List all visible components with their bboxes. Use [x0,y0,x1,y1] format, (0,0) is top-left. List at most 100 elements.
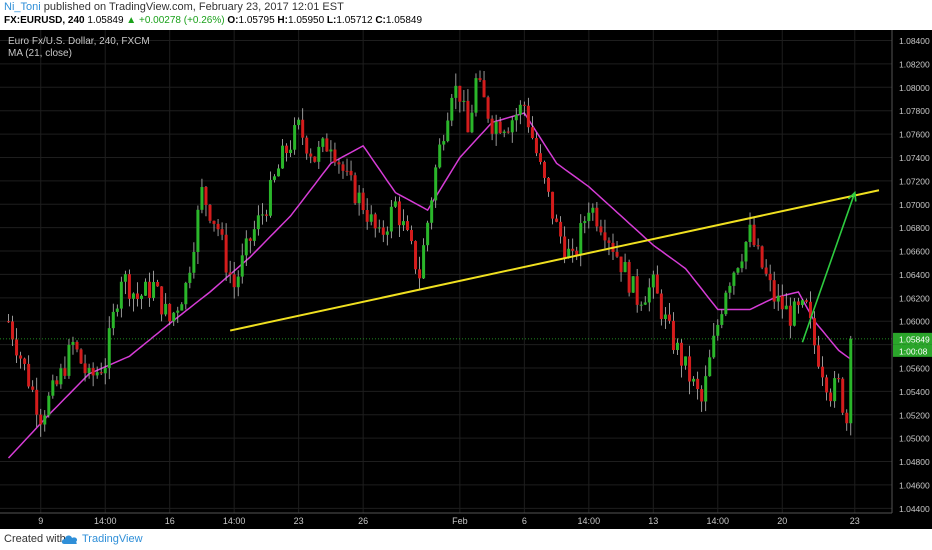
close-value: 1.05849 [385,15,423,26]
time-axis [0,513,932,529]
candle-body [224,234,228,273]
low-value: 1.05712 [336,15,373,26]
candle-body [99,372,103,374]
price-tick-label: 1.08000 [899,83,930,93]
candle [240,243,244,284]
candle-body [23,358,27,364]
candle-body [780,295,784,310]
candle [688,345,692,395]
candle-body [204,186,208,205]
candle-body [583,221,587,224]
candle [696,371,700,400]
candle-body [176,310,180,313]
time-tick-label: 13 [648,516,658,526]
candle-body [345,170,349,172]
candle-body [418,269,422,279]
price-chart[interactable]: 1.08400 1.08200 1.08000 1.07800 1.07600 1.074… [0,30,932,529]
candle-body [365,210,369,222]
candle [732,271,736,295]
chart-legend: Euro Fx/U.S. Dollar, 240, FXCM MA (21, c… [8,36,150,60]
candle-body [506,131,510,133]
candle [567,238,571,259]
candle-body [216,223,220,230]
candle [297,117,301,130]
candle [256,205,260,236]
time-tick-label: 26 [358,516,368,526]
candle [780,284,784,319]
candle [454,73,458,110]
price-tick-label: 1.08200 [899,59,930,69]
candle [91,362,95,387]
candle-body [675,342,679,351]
candle-body [127,274,131,299]
candle-body [748,224,752,242]
candle [131,292,135,312]
candle-body [808,301,812,319]
candle [462,89,466,112]
candle-body [760,246,764,268]
candle [692,376,696,386]
candle [522,101,526,116]
candle [369,205,373,226]
candle-body [63,368,67,376]
candle-body [534,138,538,154]
candle [752,216,756,248]
candle [87,363,91,379]
candle-body [623,262,627,273]
candle-body [313,156,317,162]
candle [301,108,305,145]
candle [268,171,272,218]
candle [663,307,667,329]
candlestick-series [7,70,853,437]
candle [728,282,732,300]
author-link[interactable]: Ni_Toni [4,1,41,13]
candle [502,129,506,138]
candle-body [740,261,744,269]
candle-body [482,80,486,98]
candle [148,272,152,307]
candle-body [542,161,546,178]
candle-body [373,214,377,229]
candle [837,373,841,383]
candle [353,172,357,205]
candle-body [752,224,756,246]
candle [788,297,792,339]
candle [385,226,389,246]
candle-body [603,232,607,241]
candle [103,358,107,385]
time-tick-label: 20 [777,516,787,526]
candle [349,160,353,181]
candle-body [478,78,482,81]
candle-body [381,227,385,235]
candle-body [667,314,671,321]
candle [821,356,825,387]
candle-body [79,349,83,364]
candle [345,158,349,176]
price-tick-label: 1.05400 [899,387,930,397]
candle-body [83,363,87,374]
candle [285,143,289,162]
candle [119,276,123,318]
candle-body [518,104,522,115]
candle [651,270,655,299]
candle-body [111,311,115,329]
candle-body [728,285,732,293]
price-axis [892,30,932,529]
tradingview-brand-link[interactable]: TradingView [82,533,143,545]
candle-body [547,177,551,192]
candle-body [567,248,571,258]
tradingview-cloud-icon [61,535,78,544]
candle [655,265,659,294]
candle [647,278,651,312]
price-axis-labels: 1.08400 1.08200 1.08000 1.07800 1.07600 1.074… [899,36,930,514]
candle-body [486,97,490,119]
candle [15,328,19,364]
candle [458,85,462,113]
candle [490,115,494,141]
ohlc-readout: FX:EURUSD, 240 1.05849 ▲ +0.00278 (+0.26… [4,15,422,26]
candle [67,338,71,379]
candle-body [87,367,91,374]
candle [506,127,510,134]
candle [796,297,800,314]
time-tick-label: 23 [294,516,304,526]
